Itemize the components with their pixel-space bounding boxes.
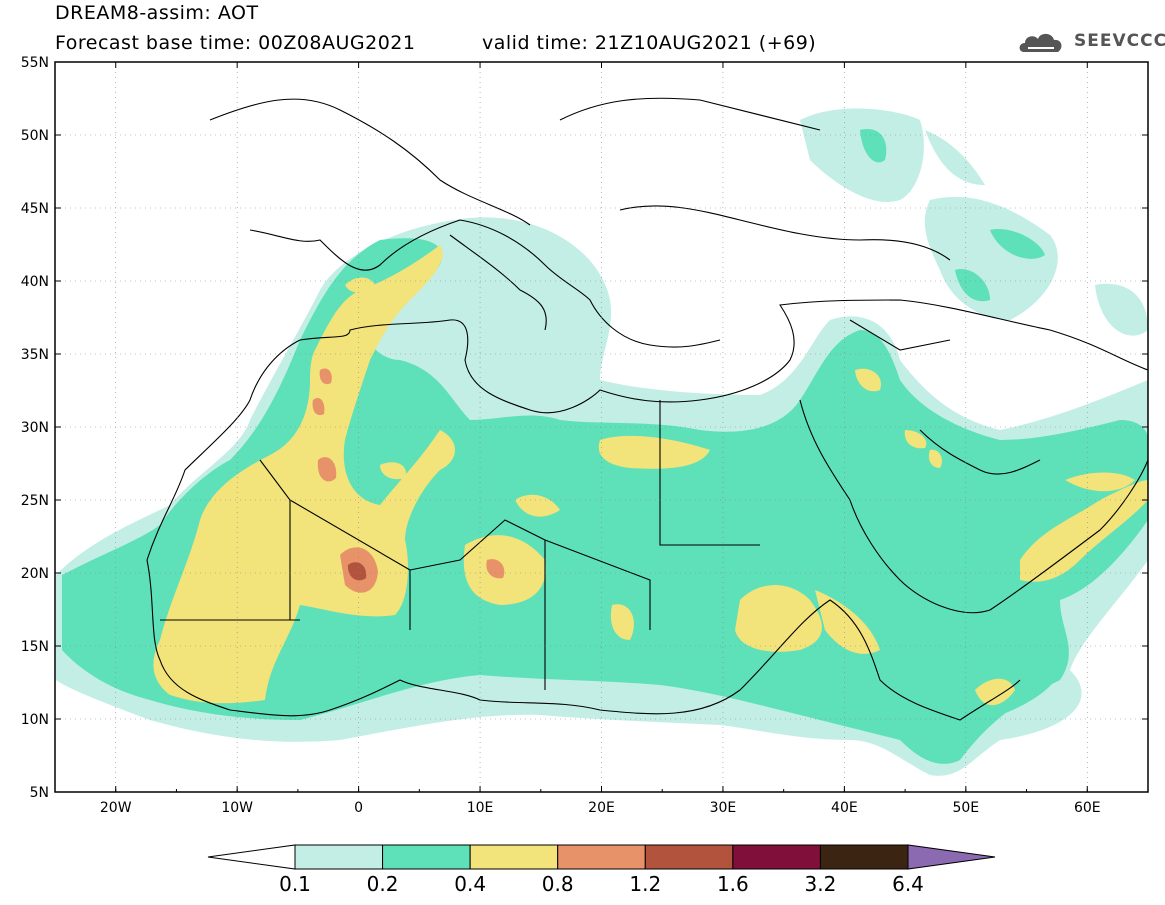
aot-level-0.4 xyxy=(153,245,1148,706)
lat-label: 10N xyxy=(21,712,49,728)
lat-label: 25N xyxy=(21,493,49,509)
lat-label: 15N xyxy=(21,639,49,655)
lon-label: 60E xyxy=(1074,800,1101,816)
lon-label: 50E xyxy=(952,800,979,816)
lon-label: 10W xyxy=(221,800,253,816)
colorbar-box xyxy=(294,844,384,870)
seevccc-cloud-logo-icon xyxy=(1019,33,1062,52)
colorbar-label: 0.4 xyxy=(454,872,486,896)
lat-label: 30N xyxy=(21,420,49,436)
colorbar-label: 1.2 xyxy=(629,872,661,896)
colorbar-box xyxy=(469,844,559,870)
lat-label: 45N xyxy=(21,201,49,217)
colorbar-box xyxy=(557,844,646,870)
colorbar-min-arrow xyxy=(207,844,296,870)
lat-lon-gridlines xyxy=(55,62,1148,792)
lon-label: 40E xyxy=(831,800,858,816)
colorbar-box xyxy=(382,844,471,870)
colorbar: 0.1 0.2 0.4 0.8 1.2 1.6 3.2 6.4 xyxy=(207,844,996,896)
lon-label: 0 xyxy=(354,800,363,816)
lon-label: 20W xyxy=(100,800,132,816)
lon-label: 10E xyxy=(467,800,494,816)
colorbar-box xyxy=(732,844,821,870)
coastlines-borders xyxy=(146,97,1148,721)
colorbar-box xyxy=(819,844,909,870)
lat-label: 5N xyxy=(30,785,49,801)
lat-label: 35N xyxy=(21,347,49,363)
forecast-base-time: Forecast base time: 00Z08AUG2021 xyxy=(55,32,416,54)
lat-label: 55N xyxy=(21,55,49,71)
map-title: DREAM8-assim: AOT xyxy=(55,2,259,24)
valid-time: valid time: 21Z10AUG2021 (+69) xyxy=(482,32,817,54)
colorbar-label: 3.2 xyxy=(805,872,837,896)
lon-label: 20E xyxy=(588,800,615,816)
colorbar-label: 6.4 xyxy=(892,872,924,896)
lat-label: 20N xyxy=(21,566,49,582)
lat-label: 50N xyxy=(21,128,49,144)
logo-text: SEEVCCC xyxy=(1074,31,1165,51)
aot-level-1.2 xyxy=(347,562,367,581)
colorbar-box xyxy=(644,844,734,870)
lat-label: 40N xyxy=(21,274,49,290)
colorbar-label: 0.2 xyxy=(367,872,399,896)
lon-label: 30E xyxy=(710,800,737,816)
colorbar-label: 0.1 xyxy=(279,872,311,896)
colorbar-label: 0.8 xyxy=(542,872,574,896)
colorbar-label: 1.6 xyxy=(717,872,749,896)
colorbar-max-arrow xyxy=(907,844,996,870)
